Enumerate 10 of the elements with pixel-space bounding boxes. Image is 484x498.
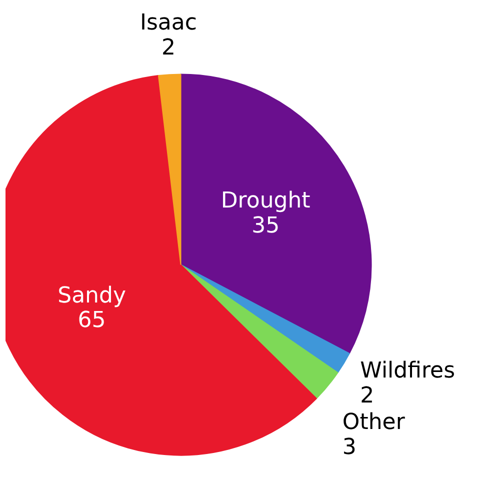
data-label: 3 xyxy=(342,434,356,460)
slice-label: Sandy xyxy=(58,283,126,308)
slice-label: Wildfires xyxy=(360,358,456,384)
slice-label: Drought xyxy=(220,188,311,214)
data-label: 65 xyxy=(78,308,106,334)
data-label: 2 xyxy=(161,35,176,60)
slice-label: Other xyxy=(342,410,406,435)
slice-label: Isaac xyxy=(140,10,197,36)
data-label: 35 xyxy=(252,213,280,238)
data-label: 2 xyxy=(360,383,374,408)
